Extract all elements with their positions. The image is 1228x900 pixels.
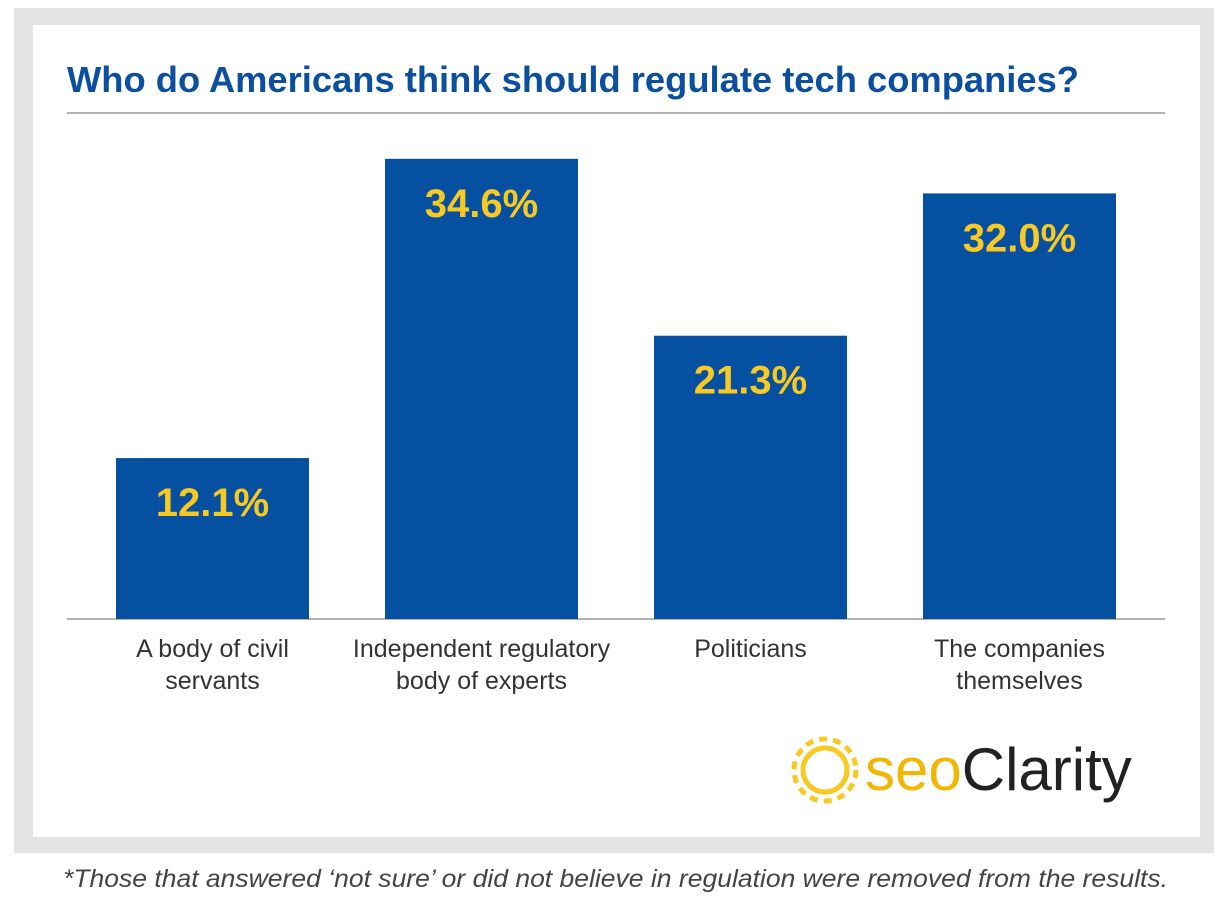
x-tick-label: The companies themselves — [934, 635, 1105, 695]
logo-icon — [791, 736, 859, 804]
chart-title: Who do Americans think should regulate t… — [67, 59, 1079, 100]
bar — [385, 158, 578, 619]
bar — [923, 193, 1116, 619]
logo-prefix: seo — [865, 736, 962, 803]
x-tick-label: Politicians — [694, 635, 807, 663]
bar — [654, 335, 847, 619]
value-label: 34.6% — [425, 182, 538, 226]
value-label: 21.3% — [694, 359, 807, 403]
logo: seoClarity — [865, 736, 1132, 803]
x-tick-label: Independent regulatory body of experts — [352, 635, 611, 695]
value-label: 12.1% — [156, 481, 269, 525]
x-tick-label: A body of civil servants — [136, 635, 289, 695]
value-label: 32.0% — [963, 216, 1076, 260]
footnote: *Those that answered ‘not sure’ or did n… — [63, 865, 1168, 893]
logo-name: Clarity — [962, 736, 1132, 803]
bar — [116, 458, 309, 619]
